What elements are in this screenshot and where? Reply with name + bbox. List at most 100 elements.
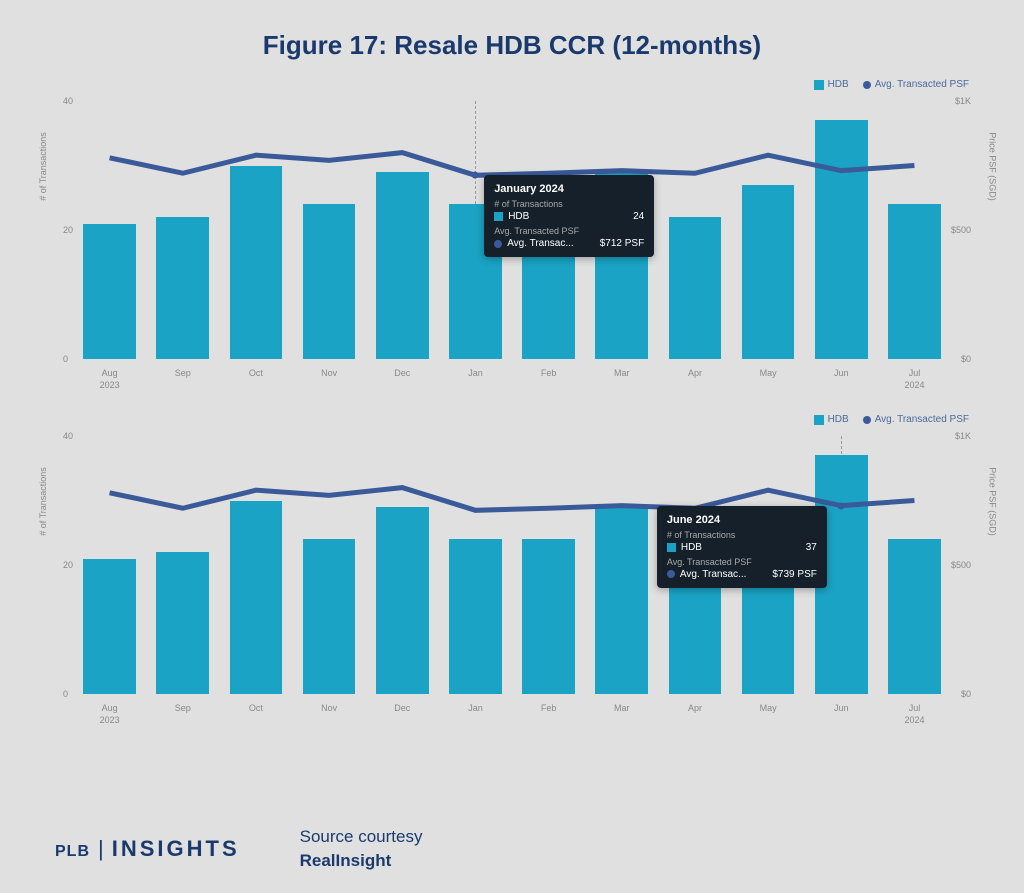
bar[interactable] — [230, 501, 283, 695]
x-tick-label: Feb — [512, 363, 585, 399]
footer: PLB | INSIGHTS Source courtesy RealInsig… — [55, 815, 969, 873]
bar-slot — [878, 436, 951, 694]
bar[interactable] — [83, 559, 136, 694]
x-tick-label: Mar — [585, 363, 658, 399]
bar[interactable] — [230, 166, 283, 360]
bar-slot — [732, 101, 805, 359]
x-tick-label: Jul2024 — [878, 698, 951, 734]
y-left-tick-mid: 20 — [63, 225, 73, 235]
legend-label-bar: HDB — [828, 79, 849, 90]
bar[interactable] — [522, 539, 575, 694]
line-point-highlight — [472, 172, 479, 179]
legend-label-bar: HDB — [828, 414, 849, 425]
bar[interactable] — [742, 185, 795, 359]
x-tick-label: Nov — [293, 698, 366, 734]
tooltip-dot-line — [667, 570, 675, 578]
y-left-tick-min: 0 — [63, 354, 68, 364]
tooltip-row2-label: Avg. Transac... — [507, 238, 574, 249]
legend-swatch-bar — [814, 415, 824, 425]
plot-area: 40200# of Transactions$1K$500$0Price PSF… — [73, 101, 951, 359]
bar-slot — [878, 101, 951, 359]
bar-slot — [219, 436, 292, 694]
x-tick-label: May — [732, 698, 805, 734]
tooltip-title: January 2024 — [494, 183, 644, 195]
tooltip-section-1: # of Transactions — [494, 199, 644, 209]
bar-slot — [146, 101, 219, 359]
bar[interactable] — [83, 224, 136, 359]
bar[interactable] — [156, 217, 209, 359]
legend-dot-line — [863, 81, 871, 89]
x-tick-label: Nov — [293, 363, 366, 399]
tooltip-dot-line — [494, 240, 502, 248]
y-left-tick-max: 40 — [63, 96, 73, 106]
x-tick-label: Apr — [658, 363, 731, 399]
bar-slot — [219, 101, 292, 359]
source-name: RealInsight — [300, 849, 423, 873]
tooltip-row-2: Avg. Transac...$739 PSF — [667, 569, 817, 580]
x-tick-label: Apr — [658, 698, 731, 734]
bar-slot — [658, 101, 731, 359]
legend-dot-line — [863, 416, 871, 424]
bar-slot — [512, 436, 585, 694]
legend-label-line: Avg. Transacted PSF — [875, 79, 969, 90]
tooltip-section-2: Avg. Transacted PSF — [494, 226, 644, 236]
bar-slot — [293, 436, 366, 694]
plot-area: 40200# of Transactions$1K$500$0Price PSF… — [73, 436, 951, 694]
legend-item-line: Avg. Transacted PSF — [863, 414, 969, 425]
tooltip-section-2: Avg. Transacted PSF — [667, 557, 817, 567]
brand-insights: INSIGHTS — [112, 836, 240, 862]
bar[interactable] — [376, 172, 429, 359]
x-tick-label: Sep — [146, 363, 219, 399]
bar[interactable] — [595, 507, 648, 694]
bar[interactable] — [669, 217, 722, 359]
bar-slot — [366, 436, 439, 694]
tooltip-swatch-bar — [494, 212, 503, 221]
source-attribution: Source courtesy RealInsight — [300, 825, 423, 873]
brand-separator: | — [98, 836, 104, 862]
chart-tooltip: June 2024 # of Transactions HDB 37 Avg. Tran… — [657, 506, 827, 588]
bar[interactable] — [888, 204, 941, 359]
x-tick-label: Jan — [439, 698, 512, 734]
x-tick-label: Jun — [805, 363, 878, 399]
x-tick-label: Sep — [146, 698, 219, 734]
bar-slot — [439, 436, 512, 694]
legend-label-line: Avg. Transacted PSF — [875, 414, 969, 425]
bar[interactable] — [376, 507, 429, 694]
tooltip-title: June 2024 — [667, 514, 817, 526]
x-tick-label: Oct — [219, 363, 292, 399]
tooltip-section-1: # of Transactions — [667, 530, 817, 540]
bar-slot — [805, 101, 878, 359]
legend-swatch-bar — [814, 80, 824, 90]
bar[interactable] — [815, 120, 868, 359]
tooltip-row2-value: $739 PSF — [772, 569, 816, 580]
bar-slot — [73, 436, 146, 694]
tooltip-row2-value: $712 PSF — [600, 238, 644, 249]
x-tick-label: Jul2024 — [878, 363, 951, 399]
y-right-tick-max: $1K — [955, 96, 971, 106]
tooltip-row1-value: 37 — [806, 542, 817, 553]
chart-legend: HDB Avg. Transacted PSF — [814, 414, 969, 425]
source-label: Source courtesy — [300, 827, 423, 846]
x-axis-labels: Aug2023SepOctNovDecJanFebMarAprMayJunJul… — [73, 363, 951, 399]
x-tick-label: Aug2023 — [73, 698, 146, 734]
x-tick-label: Aug2023 — [73, 363, 146, 399]
x-tick-label: May — [732, 363, 805, 399]
legend-item-bar: HDB — [814, 414, 849, 425]
y-left-tick-max: 40 — [63, 431, 73, 441]
bar-slot — [366, 101, 439, 359]
chart-panel-0: HDBAvg. Transacted PSF40200# of Transact… — [55, 79, 969, 399]
bar[interactable] — [303, 204, 356, 359]
tooltip-row-1: HDB24 — [494, 211, 644, 222]
x-tick-label: Dec — [366, 363, 439, 399]
chart-tooltip: January 2024 # of Transactions HDB24 Avg. T… — [484, 175, 654, 257]
bar[interactable] — [156, 552, 209, 694]
y-left-tick-min: 0 — [63, 689, 68, 699]
bar[interactable] — [303, 539, 356, 694]
y-right-tick-mid: $500 — [951, 560, 971, 570]
bar[interactable] — [449, 539, 502, 694]
y-right-tick-min: $0 — [961, 689, 971, 699]
tooltip-row1-label: HDB — [681, 542, 702, 553]
bar[interactable] — [888, 539, 941, 694]
bar-slot — [585, 436, 658, 694]
x-tick-label: Jan — [439, 363, 512, 399]
